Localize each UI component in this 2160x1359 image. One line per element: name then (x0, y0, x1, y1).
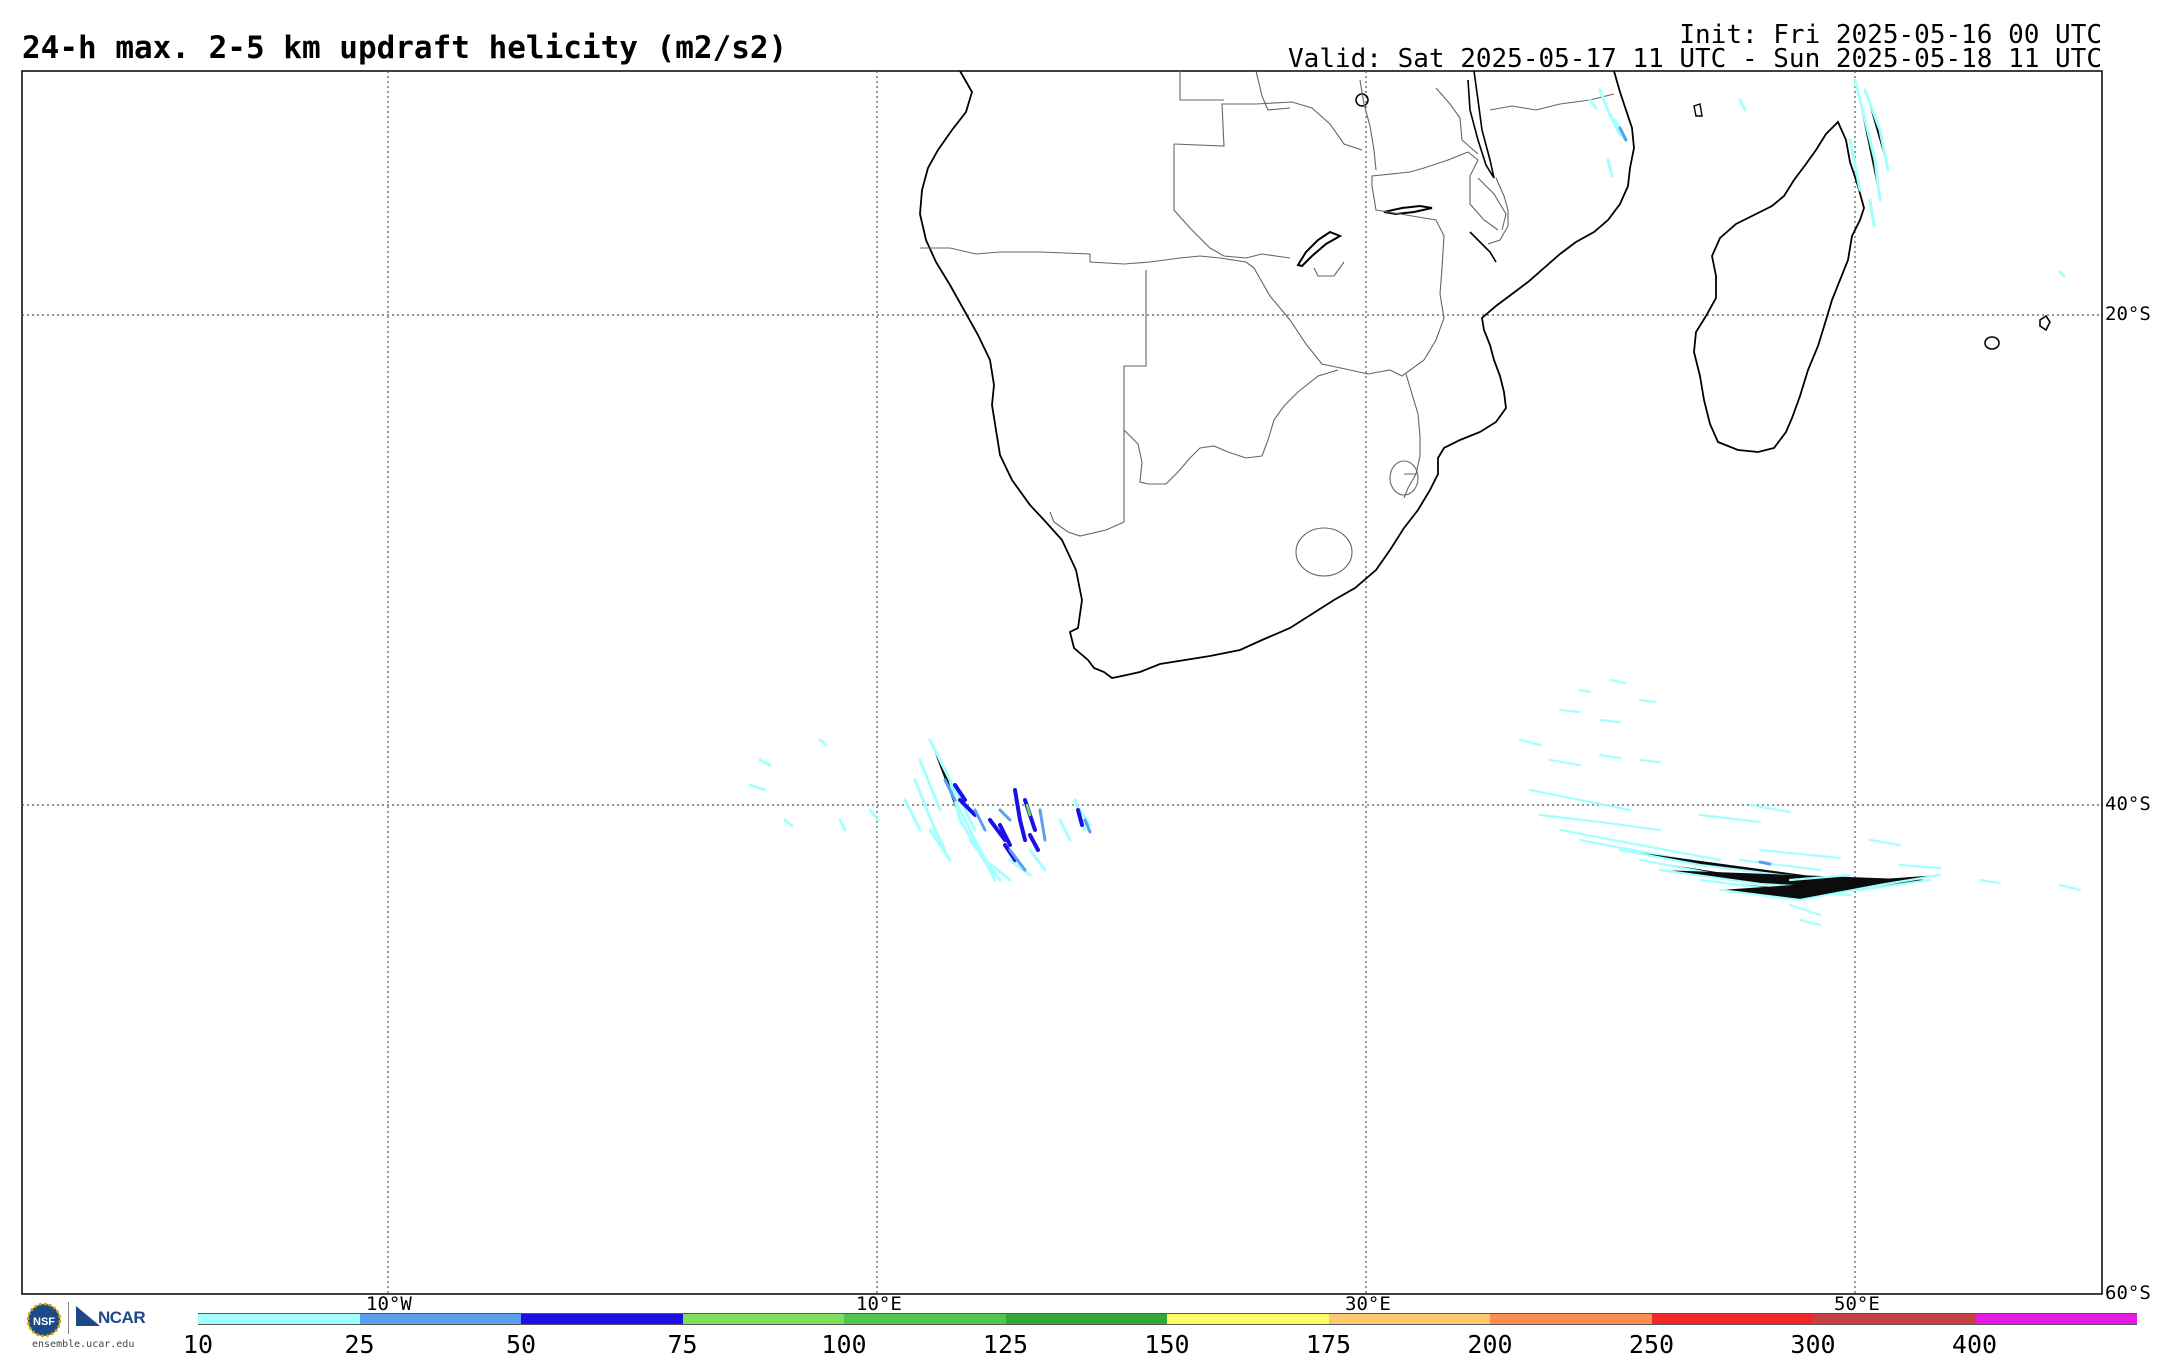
graticule (22, 71, 2102, 1294)
lake-kariba (1296, 230, 1343, 268)
colorbar-tick-label: 200 (1467, 1330, 1513, 1359)
africa-coastline (919, 70, 1635, 679)
colorbar-swatch (1813, 1313, 1975, 1325)
valid-time: Valid: Sat 2025-05-17 11 UTC - Sun 2025-… (1288, 44, 2102, 74)
mauritius (2039, 314, 2051, 332)
lat-label-60s: 60°S (2105, 1282, 2151, 1304)
shire-river (1469, 231, 1497, 263)
logo-area: NSF NCAR ensemble.ucar.edu (22, 1298, 162, 1354)
lon-label-30e: 30°E (1345, 1293, 1391, 1315)
colorbar-swatch (1328, 1313, 1491, 1325)
init-time: Init: Fri 2025-05-16 00 UTC (1679, 20, 2102, 50)
helicity-swaths (748, 78, 2082, 927)
colorbar-swatch (844, 1313, 1006, 1325)
lake-tanganyika-tip (1355, 93, 1369, 107)
comoros (1693, 103, 1703, 117)
colorbar-tick-label: 300 (1790, 1330, 1836, 1359)
colorbar-tick-label: 125 (982, 1330, 1029, 1359)
lon-label-10w: 10°W (366, 1293, 412, 1315)
colorbar-tick-label: 75 (667, 1330, 698, 1359)
map-frame (21, 70, 2103, 1295)
colorbar-swatch (682, 1313, 845, 1325)
colorbar-tick-label: 400 (1951, 1330, 1998, 1359)
colorbar-swatch (1974, 1313, 2137, 1325)
colorbar-tick-label: 150 (1144, 1330, 1190, 1359)
lon-label-10e: 10°E (856, 1293, 902, 1315)
colorbar-swatch (1490, 1313, 1652, 1325)
cahora-bassa (1383, 204, 1433, 216)
colorbar-swatch (1005, 1313, 1168, 1325)
nsf-logo-icon: NSF (26, 1302, 62, 1338)
country-borders (920, 70, 1615, 577)
colorbar-swatch (1651, 1313, 1814, 1325)
colorbar-swatch (359, 1313, 522, 1325)
lesotho-border (1295, 527, 1353, 577)
lon-label-50e: 50°E (1834, 1293, 1880, 1315)
colorbar-tick-label: 10 (182, 1330, 214, 1359)
reunion (1984, 336, 2000, 350)
colorbar-tick-label: 250 (1628, 1330, 1675, 1359)
svg-text:NSF: NSF (33, 1316, 55, 1328)
colorbar-swatch (198, 1313, 360, 1325)
lake-malawi (1467, 70, 1495, 179)
map-title: 24-h max. 2-5 km updraft helicity (m2/s2… (22, 30, 788, 66)
colorbar-tick-label: 100 (821, 1330, 867, 1359)
colorbar-tick-label: 25 (344, 1330, 375, 1359)
ncar-logo-text: NCAR (98, 1308, 146, 1327)
footer-url: ensemble.ucar.edu (32, 1339, 135, 1350)
lat-label-20s: 20°S (2105, 303, 2151, 325)
colorbar-swatch (521, 1313, 683, 1325)
colorbar-tick-label: 175 (1305, 1330, 1352, 1359)
colorbar-tick-label: 50 (505, 1330, 537, 1359)
ncar-logo-icon (76, 1306, 100, 1326)
colorbar-swatch (1167, 1313, 1329, 1325)
eswatini-border (1389, 460, 1419, 496)
lat-label-40s: 40°S (2105, 793, 2151, 815)
madagascar-coastline (1693, 120, 1865, 453)
